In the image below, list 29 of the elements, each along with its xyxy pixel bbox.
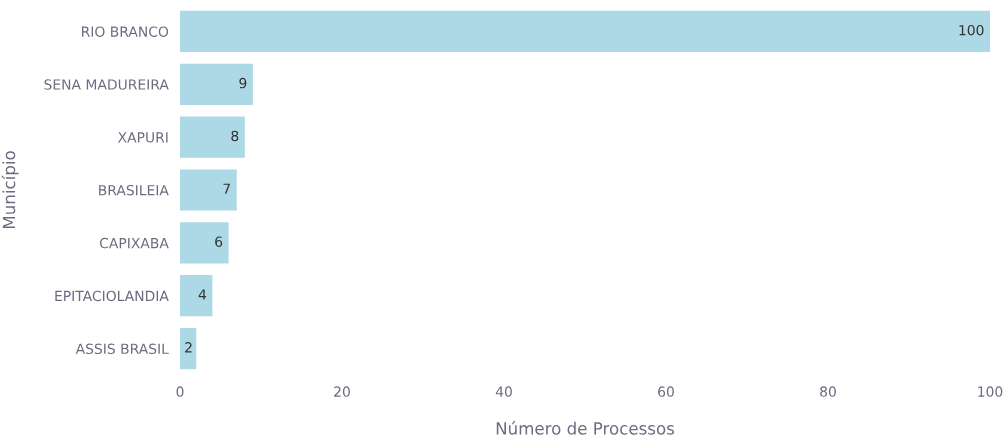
x-tick-label: 100: [978, 386, 1003, 397]
x-tick-label: 80: [820, 386, 836, 397]
bar: [180, 327, 197, 370]
y-tick-label: SENA MADUREIRA: [44, 79, 169, 90]
y-tick-label: ASSIS BRASIL: [75, 343, 169, 355]
bar: [180, 10, 990, 53]
bar: [180, 63, 253, 105]
data-label: 2: [185, 342, 192, 353]
x-tick-label: 20: [334, 386, 350, 397]
data-label: 7: [223, 183, 230, 194]
bar: [180, 222, 229, 264]
x-axis-title: Número de Processos: [496, 421, 675, 435]
x-tick-label: 0: [176, 386, 184, 397]
data-label: 6: [215, 236, 223, 247]
y-tick-label: RIO BRANCO: [82, 26, 169, 37]
y-tick-label: CAPIXABA: [99, 237, 169, 249]
y-tick-label: BRASILEIA: [99, 184, 169, 196]
x-tick-label: 60: [658, 386, 674, 397]
y-tick-label: XAPURI: [118, 132, 168, 143]
y-axis-title: Município: [1, 151, 19, 229]
data-label: 8: [231, 130, 239, 142]
data-label: 9: [239, 77, 247, 89]
data-label: 4: [198, 289, 207, 300]
y-tick-label: EPITACIOLANDIA: [55, 290, 169, 302]
x-tick-label: 40: [495, 386, 512, 397]
bar: [180, 275, 213, 317]
data-label: 100: [959, 24, 984, 36]
bar: [180, 169, 237, 211]
bar: [180, 116, 245, 158]
